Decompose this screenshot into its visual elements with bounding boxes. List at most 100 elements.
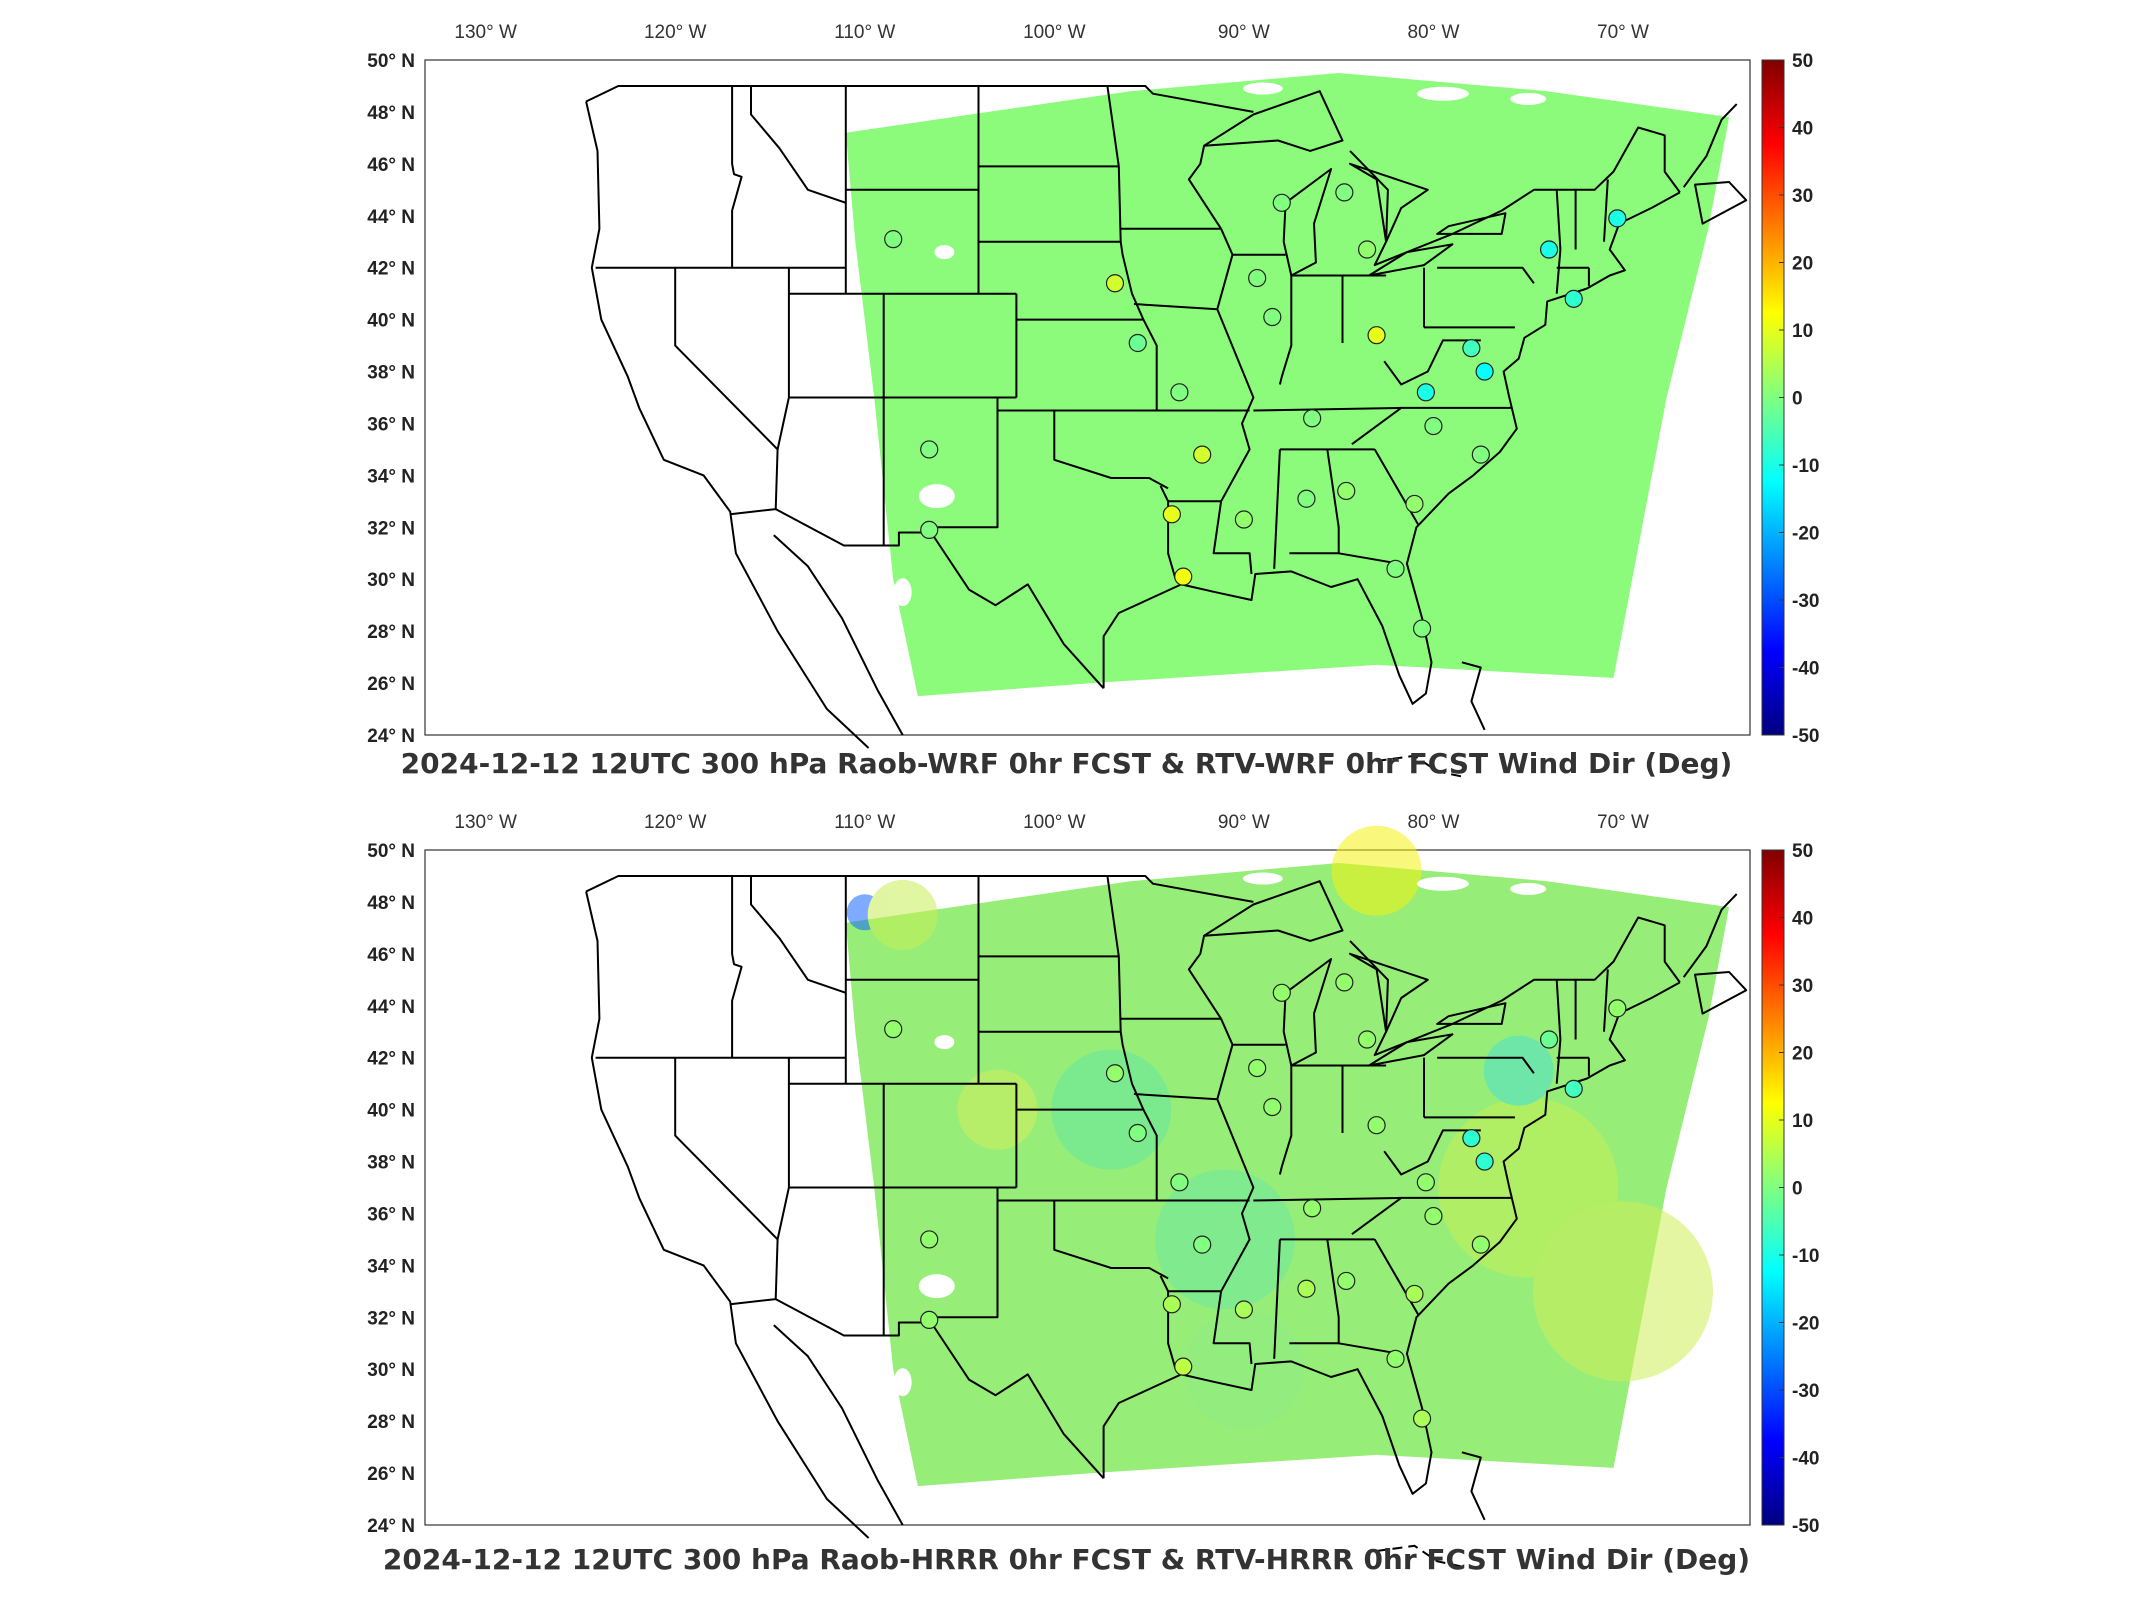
station-marker (1357, 1030, 1377, 1049)
lat-tick-label: 28° N (367, 622, 415, 643)
station-marker (1462, 1129, 1481, 1148)
bottom-map-panel: 130° W 120° W 110° W 100° W 90° W 80° W 70° W 5… (0, 790, 2133, 1600)
lon-tick-label: 110° W (834, 22, 895, 43)
station-marker (1367, 326, 1386, 345)
lat-tick-label: 48° N (367, 893, 415, 914)
lat-tick-label: 46° N (367, 155, 415, 176)
station-marker (1412, 619, 1432, 638)
station-marker (1272, 193, 1291, 212)
station-marker (884, 1020, 903, 1039)
colorbar-tick-label: 0 (1792, 1179, 1803, 1200)
station-marker (1272, 983, 1291, 1002)
lon-tick-label: 120° W (644, 22, 707, 43)
bottom-map-svg: 130° W 120° W 110° W 100° W 90° W 80° W 70° W 5… (367, 812, 1819, 1568)
lat-tick-label: 50° N (367, 841, 415, 862)
colorbar-tick-label: -20 (1792, 524, 1819, 545)
station-marker (1170, 383, 1189, 402)
station-marker (1105, 1064, 1125, 1083)
colorbar-tick-label: -10 (1792, 456, 1819, 477)
station-marker (1105, 274, 1125, 293)
station-marker (1462, 339, 1481, 358)
lon-tick-label: 110° W (834, 812, 895, 833)
station-marker (1539, 240, 1559, 259)
lat-tick-label: 32° N (367, 1308, 415, 1329)
lat-tick-label: 30° N (367, 570, 415, 591)
station-marker (1234, 1300, 1253, 1319)
lon-tick-label: 120° W (644, 812, 707, 833)
lat-tick-label: 46° N (367, 945, 415, 966)
station-marker (1248, 1058, 1267, 1078)
colorbar-tick-label: 30 (1792, 976, 1813, 997)
station-marker (1128, 1123, 1147, 1143)
bottom-missing-data (893, 872, 1547, 1397)
bottom-field-domain (845, 863, 1730, 1487)
station-marker (1539, 1030, 1559, 1049)
colorbar-tick-label: 50 (1792, 841, 1813, 862)
colorbar-tick-label: -40 (1792, 1449, 1819, 1470)
lat-tick-label: 42° N (367, 1049, 415, 1070)
lat-tick-label: 42° N (367, 259, 415, 280)
lat-tick-label: 30° N (367, 1360, 415, 1381)
top-map-svg: 130° W 120° W 110° W 100° W 90° W 80° W 70° W 5… (367, 22, 1819, 778)
lat-tick-label: 28° N (367, 1412, 415, 1433)
colorbar-tick-label: 20 (1792, 1044, 1813, 1065)
station-marker (920, 1310, 939, 1330)
top-missing-data (893, 82, 1547, 607)
station-marker (1174, 1357, 1193, 1376)
station-marker (1170, 1173, 1189, 1192)
station-marker (1297, 1279, 1316, 1298)
lat-tick-label: 24° N (367, 1516, 415, 1537)
station-marker (1335, 973, 1354, 992)
lon-tick-label: 130° W (454, 812, 517, 833)
colorbar-tick-label: 20 (1792, 254, 1813, 275)
bottom-stations (884, 973, 1627, 1428)
lat-tick-label: 40° N (367, 311, 415, 332)
station-marker (1608, 209, 1627, 228)
lon-tick-label: 90° W (1218, 812, 1270, 833)
station-marker (1471, 1235, 1490, 1254)
station-marker (1471, 445, 1490, 464)
colorbar-tick-label: -30 (1792, 1381, 1819, 1402)
lat-tick-label: 36° N (367, 1204, 415, 1225)
lon-tick-label: 70° W (1597, 22, 1649, 43)
lat-tick-label: 44° N (367, 997, 415, 1018)
lat-tick-label: 26° N (367, 674, 415, 695)
lat-tick-label: 40° N (367, 1101, 415, 1122)
lat-tick-label: 50° N (367, 51, 415, 72)
colorbar-tick-label: -10 (1792, 1246, 1819, 1267)
station-marker (1416, 1173, 1435, 1192)
lat-tick-label: 48° N (367, 103, 415, 124)
lat-tick-label: 36° N (367, 414, 415, 435)
lon-tick-label: 80° W (1407, 812, 1459, 833)
colorbar-tick-label: 40 (1792, 119, 1813, 140)
station-marker (1303, 409, 1322, 428)
lon-tick-label: 70° W (1597, 812, 1649, 833)
bottom-map-title: 2024-12-12 12UTC 300 hPa Raob-HRRR 0hr F… (382, 1543, 1751, 1576)
lon-tick-label: 100° W (1023, 22, 1086, 43)
colorbar-tick-label: 30 (1792, 186, 1813, 207)
lon-tick-label: 130° W (454, 22, 517, 43)
station-marker (884, 230, 903, 249)
colorbar-tick-label: 40 (1792, 909, 1813, 930)
station-marker (920, 1230, 939, 1249)
station-marker (1297, 489, 1316, 508)
lat-tick-label: 44° N (367, 207, 415, 228)
top-stations (884, 183, 1627, 638)
colorbar-tick-label: -20 (1792, 1314, 1819, 1335)
station-marker (1234, 510, 1253, 529)
station-marker (1367, 1116, 1386, 1135)
colorbar-tick-label: 50 (1792, 51, 1813, 72)
station-marker (1128, 333, 1147, 353)
station-marker (1263, 1097, 1282, 1117)
station-marker (1405, 494, 1424, 514)
station-marker (920, 520, 939, 540)
lat-tick-label: 24° N (367, 726, 415, 747)
colorbar-tick-label: 10 (1792, 321, 1813, 342)
top-map-panel: 130° W 120° W 110° W 100° W 90° W 80° W 70° W 5… (0, 0, 2133, 790)
lon-tick-label: 90° W (1218, 22, 1270, 43)
colorbar-tick-label: -40 (1792, 659, 1819, 680)
station-marker (1564, 289, 1583, 308)
station-marker (920, 440, 939, 459)
station-marker (1608, 999, 1627, 1018)
station-marker (1475, 362, 1494, 381)
